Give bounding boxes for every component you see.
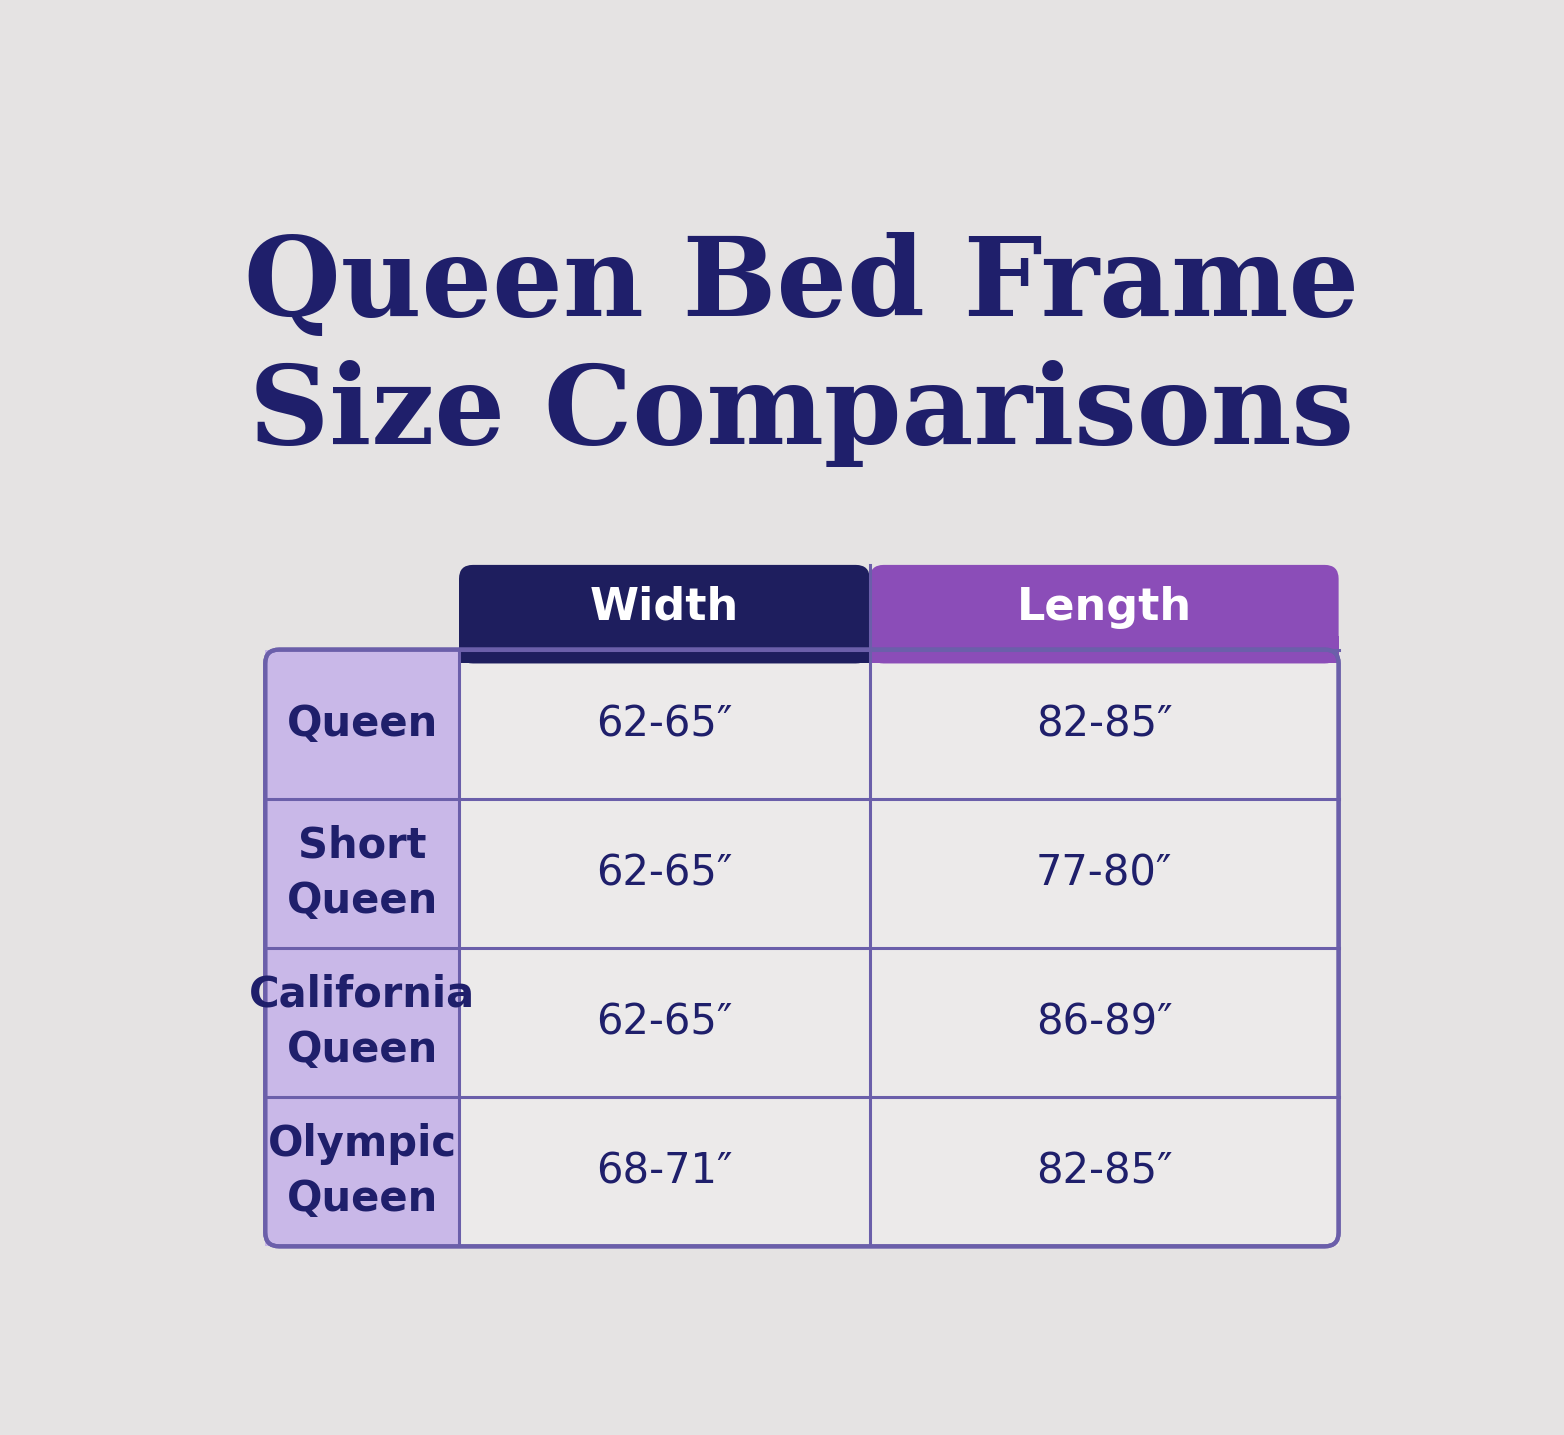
Bar — [870, 799, 1339, 949]
Text: Olympic
Queen: Olympic Queen — [267, 1124, 457, 1220]
Text: 86-89″: 86-89″ — [1035, 1002, 1173, 1043]
FancyBboxPatch shape — [870, 565, 1339, 663]
Text: Queen: Queen — [286, 703, 438, 745]
Bar — [458, 799, 870, 949]
Bar — [458, 650, 870, 799]
Bar — [458, 636, 870, 663]
Text: Length: Length — [1017, 585, 1192, 629]
Text: 77-80″: 77-80″ — [1035, 852, 1173, 894]
Bar — [266, 799, 458, 949]
Text: Queen Bed Frame
Size Comparisons: Queen Bed Frame Size Comparisons — [244, 232, 1359, 466]
Text: 62-65″: 62-65″ — [596, 703, 732, 745]
Bar — [266, 1098, 458, 1247]
Bar — [870, 1098, 1339, 1247]
Bar — [458, 1098, 870, 1247]
Bar — [870, 636, 1339, 663]
Text: 68-71″: 68-71″ — [596, 1151, 732, 1192]
Text: Short
Queen: Short Queen — [286, 825, 438, 921]
Text: 82-85″: 82-85″ — [1035, 1151, 1173, 1192]
Text: 62-65″: 62-65″ — [596, 852, 732, 894]
Bar — [870, 949, 1339, 1098]
Text: 62-65″: 62-65″ — [596, 1002, 732, 1043]
Bar — [870, 650, 1339, 799]
Text: Width: Width — [590, 585, 740, 629]
Bar — [458, 949, 870, 1098]
Text: 82-85″: 82-85″ — [1035, 703, 1173, 745]
Bar — [266, 949, 458, 1098]
FancyBboxPatch shape — [458, 565, 870, 663]
Bar — [266, 650, 458, 799]
Text: California
Queen: California Queen — [249, 974, 475, 1071]
